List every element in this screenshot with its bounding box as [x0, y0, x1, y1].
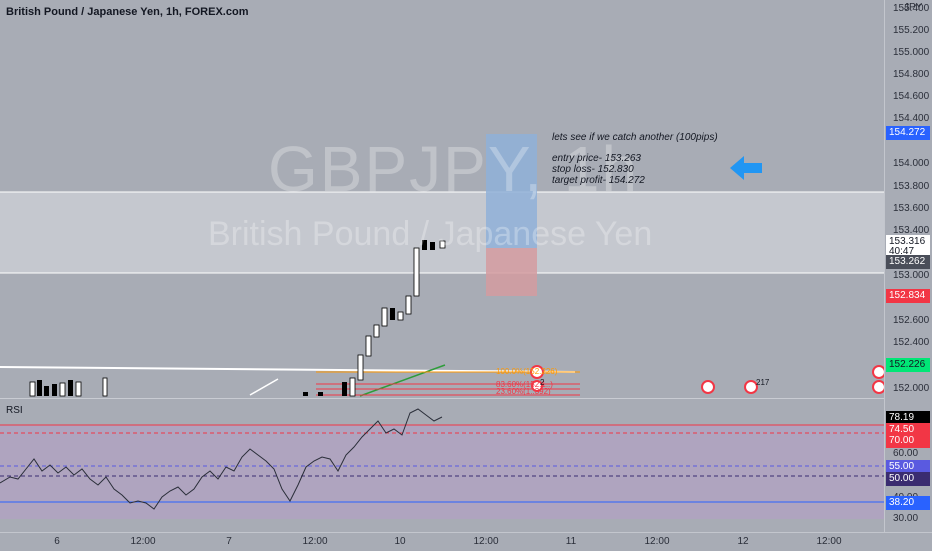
- rsi-upper-tag: 74.50: [886, 423, 930, 437]
- level-price-tag: 152.226: [886, 358, 930, 372]
- time-tick: 12:00: [302, 536, 328, 547]
- time-tick: 10: [394, 536, 406, 547]
- trend-line[interactable]: [0, 366, 576, 373]
- time-tick: 6: [54, 536, 60, 547]
- highlight-zone: [0, 192, 884, 273]
- rsi-canvas[interactable]: [0, 399, 884, 532]
- currency-label: JPY: [904, 2, 923, 13]
- time-tick: 12:00: [473, 536, 499, 547]
- target-price-tag: 154.272: [886, 126, 930, 140]
- fib-label: 100.0%(152.226): [496, 367, 558, 376]
- stop-zone[interactable]: [486, 248, 537, 296]
- candles: [29, 240, 446, 397]
- rsi-tick: 30.00: [893, 513, 919, 524]
- blue-arrow-icon[interactable]: [730, 156, 762, 180]
- rsi-pane[interactable]: [0, 399, 884, 532]
- annotation-line: entry price- 153.263: [552, 153, 641, 164]
- rsi-tick: 60.00: [893, 448, 919, 459]
- event-marker[interactable]: [530, 365, 544, 379]
- entry-price-tag: 153.262: [886, 255, 930, 269]
- price-tick: 155.400: [893, 3, 930, 14]
- symbol-title[interactable]: British Pound / Japanese Yen, 1h, FOREX.…: [6, 6, 249, 18]
- watermark-name: British Pound / Japanese Yen: [208, 215, 653, 253]
- rsi-overbought-tag: 70.00: [886, 434, 930, 448]
- price-tick: 155.200: [893, 25, 930, 36]
- time-axis[interactable]: 6 12:00 7 12:00 10 12:00 11 12:00 12 12:…: [0, 532, 932, 551]
- event-marker[interactable]: [531, 380, 543, 392]
- rsi-line: [0, 408, 443, 510]
- rsi-50-tag: 50.00: [886, 472, 930, 486]
- fib-label: 23.60%(1..392): [496, 387, 551, 396]
- annotation-line: stop loss- 152.830: [552, 164, 634, 175]
- price-tick: 153.400: [893, 225, 930, 236]
- price-tick: 154.600: [893, 91, 930, 102]
- time-tick: 12:00: [644, 536, 670, 547]
- marker-count: 2: [540, 378, 545, 387]
- stop-price-tag: 152.834: [886, 289, 930, 303]
- price-tick: 153.600: [893, 203, 930, 214]
- price-tick: 154.400: [893, 113, 930, 124]
- rsi-band: [0, 425, 884, 519]
- event-marker[interactable]: [701, 380, 715, 394]
- rsi-value-tag: 78.19: [886, 411, 930, 425]
- price-tick: 154.800: [893, 69, 930, 80]
- watermark-symbol: GBPJPY, 1h: [268, 133, 640, 205]
- price-tick: 152.600: [893, 315, 930, 326]
- rsi-label[interactable]: RSI: [6, 405, 23, 416]
- rsi-38-tag: 38.20: [886, 496, 930, 510]
- price-tick: 152.400: [893, 337, 930, 348]
- time-tick: 12: [737, 536, 749, 547]
- target-zone[interactable]: [486, 134, 537, 248]
- event-marker[interactable]: [744, 380, 758, 394]
- text-annotation[interactable]: lets see if we catch another (100pips) e…: [552, 132, 718, 186]
- annotation-line: target profit- 154.272: [552, 175, 645, 186]
- annotation-line: lets see if we catch another (100pips): [552, 132, 718, 143]
- price-tick: 155.000: [893, 47, 930, 58]
- event-marker[interactable]: [872, 380, 886, 394]
- event-marker[interactable]: [872, 365, 886, 379]
- price-tick: 154.000: [893, 158, 930, 169]
- marker-count: 217: [756, 378, 770, 387]
- price-chart-pane[interactable]: [0, 0, 886, 398]
- price-tick: 153.000: [893, 270, 930, 281]
- time-tick: 12:00: [130, 536, 156, 547]
- rsi-55-tag: 55.00: [886, 460, 930, 474]
- fib-label: 83.60%(152.1..): [496, 380, 553, 389]
- price-tick: 153.800: [893, 181, 930, 192]
- green-trend-line[interactable]: [359, 364, 446, 397]
- time-tick: 11: [565, 536, 577, 547]
- price-tick: 152.000: [893, 383, 930, 394]
- chart-canvas[interactable]: [0, 0, 886, 398]
- time-tick: 7: [226, 536, 232, 547]
- white-ray[interactable]: [249, 378, 279, 396]
- time-tick: 12:00: [816, 536, 842, 547]
